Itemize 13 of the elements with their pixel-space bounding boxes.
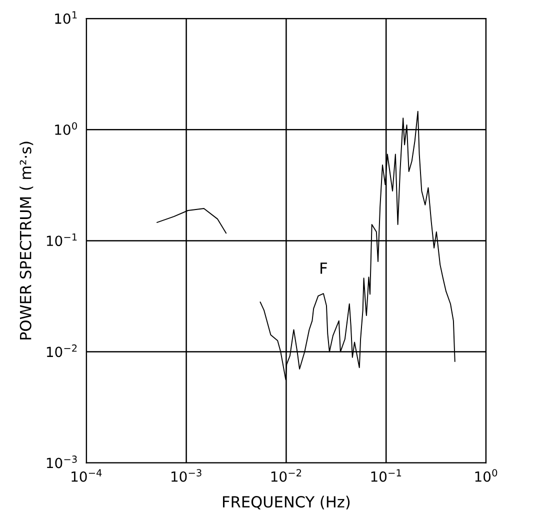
x-tick-label: 10$^{−2}$ bbox=[271, 469, 302, 482]
x-tick-label: 10$^{−4}$ bbox=[72, 469, 102, 482]
y-tick-label: 10$^{−3}$ bbox=[46, 456, 77, 468]
y-tick-label: 10$^{−1}$ bbox=[46, 233, 77, 246]
x-tick-label: 10$^{−1}$ bbox=[371, 469, 402, 482]
y-tick-label: 10$^{−2}$ bbox=[46, 344, 77, 358]
x-axis-title: FREQUENCY (Hz) bbox=[223, 496, 350, 510]
x-tick-label: 10$^{−3}$ bbox=[172, 469, 202, 482]
y-tick-label: 10$^{1}$ bbox=[55, 11, 77, 24]
annotation: F bbox=[320, 262, 327, 274]
y-tick-label: 10$^{0}$ bbox=[55, 122, 77, 135]
x-tick-label: 10$^{0}$ bbox=[475, 469, 498, 482]
y-axis-title: POWER SPECTRUM ( m²·s) bbox=[20, 142, 34, 340]
